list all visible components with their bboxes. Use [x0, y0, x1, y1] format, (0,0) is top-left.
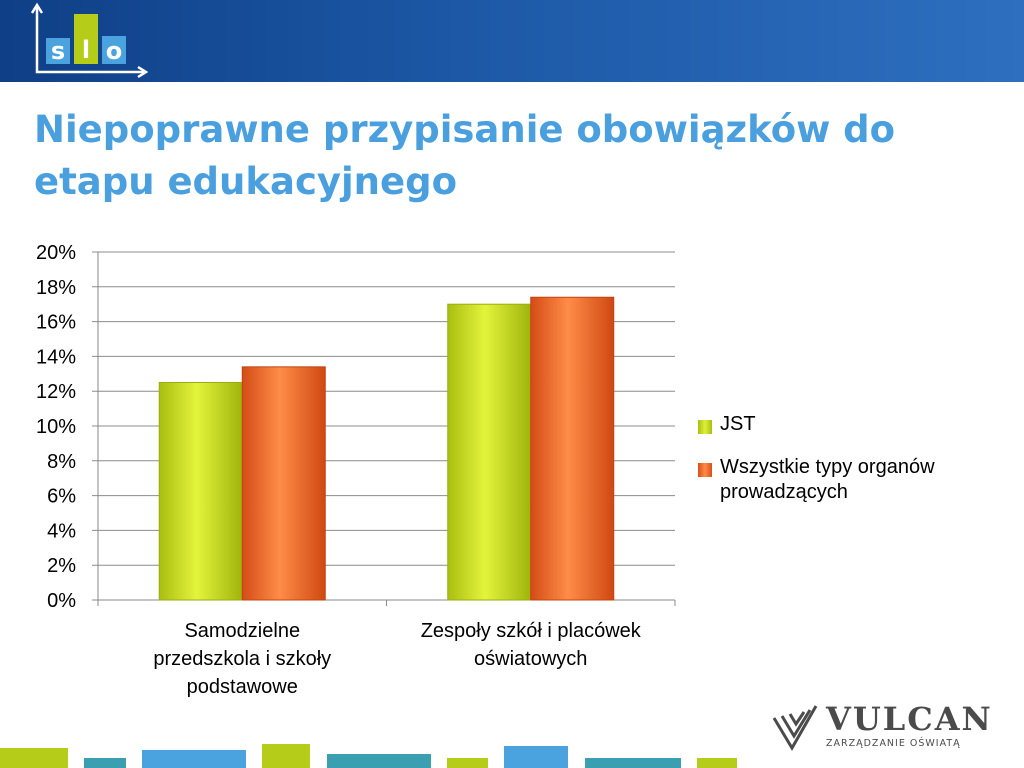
- chart-legend: JST Wszystkie typy organów prowadzących: [698, 412, 1018, 523]
- vulcan-logo-icon: [772, 705, 818, 751]
- footer-bar: [142, 750, 246, 768]
- y-tick-label: 0%: [47, 590, 76, 612]
- logo-letter-o: o: [102, 36, 126, 65]
- slo-logo: s l o: [28, 2, 148, 80]
- header-band: s l o: [0, 0, 1024, 82]
- footer-bar: [447, 758, 488, 768]
- y-tick-label: 14%: [36, 346, 76, 368]
- bar: [158, 382, 243, 601]
- footer-bar: [585, 758, 681, 768]
- x-category-label: Samodzielne: [184, 620, 300, 642]
- x-category-label: Zespoły szkół i placówek: [421, 620, 642, 642]
- legend-label-jst: JST: [720, 413, 756, 435]
- x-category-label: podstawowe: [187, 676, 298, 698]
- y-tick-label: 8%: [47, 451, 76, 473]
- logo-axes-icon: [30, 2, 148, 79]
- footer-bar: [0, 748, 68, 768]
- logo-letter-l: l: [74, 14, 98, 64]
- x-category-label: oświatowych: [474, 648, 587, 670]
- y-tick-label: 2%: [47, 555, 76, 577]
- footer-bar: [504, 746, 568, 768]
- bar: [447, 303, 532, 601]
- brand-name: VULCAN: [826, 700, 993, 738]
- footer-bar: [697, 758, 737, 768]
- logo-letter-s: s: [46, 38, 70, 64]
- footer-bar: [327, 754, 431, 768]
- legend-item-all-types: Wszystkie typy organów prowadzących: [698, 455, 1018, 505]
- y-tick-label: 16%: [36, 312, 76, 334]
- y-tick-label: 4%: [47, 520, 76, 542]
- legend-item-jst: JST: [698, 412, 1018, 437]
- footer-bar: [84, 758, 126, 768]
- footer-bar: [262, 744, 310, 768]
- bar-chart: 0% 2% 4% 6% 8% 10% 12% 14% 16% 18% 20% Samodzielne p…: [36, 242, 676, 698]
- y-tick-label: 12%: [36, 381, 76, 403]
- vulcan-brand: VULCAN ZARZĄDZANIE OŚWIATĄ: [770, 700, 993, 756]
- y-tick-label: 20%: [36, 242, 76, 264]
- legend-swatch-jst: [698, 420, 712, 434]
- legend-label-all-types-line1: Wszystkie typy organów: [720, 456, 935, 478]
- slide-title: Niepoprawne przypisanie obowiązków do et…: [34, 108, 896, 203]
- legend-swatch-all-types: [698, 463, 712, 477]
- bar: [241, 366, 326, 601]
- y-tick-label: 10%: [36, 416, 76, 438]
- bar: [530, 296, 615, 601]
- y-tick-label: 6%: [47, 486, 76, 508]
- brand-subtitle: ZARZĄDZANIE OŚWIATĄ: [826, 738, 961, 749]
- legend-label-all-types-line2: prowadzących: [720, 481, 848, 503]
- x-category-label: przedszkola i szkoły: [153, 648, 331, 670]
- y-tick-label: 18%: [36, 277, 76, 299]
